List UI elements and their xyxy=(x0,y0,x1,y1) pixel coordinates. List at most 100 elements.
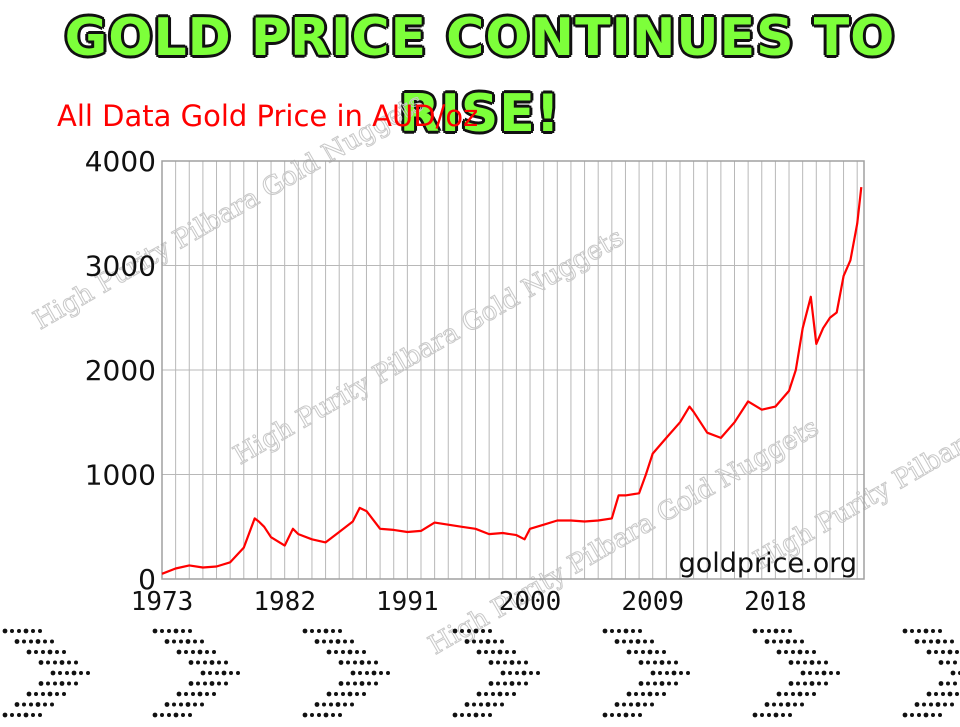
chevron-dot xyxy=(65,671,69,675)
chevron-dot xyxy=(610,629,614,633)
chevron-dot xyxy=(493,702,497,707)
chevron-dot xyxy=(331,713,335,717)
chevron-dot xyxy=(667,681,671,686)
chevron-dot xyxy=(484,650,488,654)
chevron-dot xyxy=(617,713,621,717)
chevron-dot xyxy=(821,670,827,676)
chevron-dot xyxy=(917,713,921,717)
chevron-dot xyxy=(947,649,953,655)
chevron-dot xyxy=(160,629,164,633)
chevron-dot xyxy=(212,650,216,654)
chevron-dot xyxy=(931,629,935,633)
chevron-dot xyxy=(29,702,33,707)
chevron-dot xyxy=(931,713,935,717)
chevron-dot xyxy=(479,639,483,644)
chevron-dot xyxy=(503,681,507,686)
chevron-dot xyxy=(812,692,816,696)
chevron-dot xyxy=(788,660,794,665)
chevron-dot xyxy=(667,660,671,665)
chevron-dot xyxy=(50,702,54,707)
chevron-dot xyxy=(488,713,492,717)
chevron-dot xyxy=(167,629,171,633)
chevron-dot xyxy=(464,702,470,707)
y-tick-label: 2000 xyxy=(85,354,156,387)
chevron-dot xyxy=(185,639,191,644)
chevron-dot xyxy=(655,650,659,654)
chevron-dot xyxy=(452,712,458,718)
chevron-dot xyxy=(371,670,377,676)
chevron-dot xyxy=(634,692,638,696)
chevron-dot xyxy=(23,712,29,718)
chevron-dot xyxy=(191,650,195,654)
chevron-dot xyxy=(173,628,179,634)
chevron-dot xyxy=(10,629,14,633)
chevron-dot xyxy=(793,702,797,707)
chevron-dot xyxy=(184,692,188,696)
chevron-dot xyxy=(35,639,41,644)
chevron-dot xyxy=(338,660,344,665)
chevron-dot xyxy=(938,681,944,686)
chevron-dot xyxy=(367,681,371,686)
chevron-dot xyxy=(752,712,758,718)
chevron-dot xyxy=(634,650,638,654)
chevron-dot xyxy=(53,681,57,686)
chevron-dot xyxy=(323,628,329,634)
chart-title: All Data Gold Price in AUD/oz xyxy=(57,99,478,133)
chevron-dot xyxy=(302,712,308,718)
chevron-dot xyxy=(197,649,203,655)
chevron-dot xyxy=(926,649,932,655)
chevron-dot xyxy=(79,671,83,675)
chevron-dot xyxy=(335,639,341,644)
watermark-text: High Purity Pilbara Gold Nuggets xyxy=(229,223,629,472)
chevron-dot xyxy=(646,681,650,686)
chevron-dot xyxy=(322,639,326,644)
chevron-dot xyxy=(35,702,41,707)
chevron-dot xyxy=(221,670,227,676)
chevron-dot xyxy=(460,629,464,633)
chevron-dot xyxy=(659,681,665,686)
chevron-dot xyxy=(310,629,314,633)
chevron-dot xyxy=(473,628,479,634)
chevron-dot xyxy=(200,639,204,644)
chevron-dot xyxy=(476,649,482,655)
chevron-dot xyxy=(160,713,164,717)
chevron-dot xyxy=(943,639,947,644)
chevron-dot xyxy=(647,691,653,697)
chevron-dot xyxy=(491,650,495,654)
chevron-dot xyxy=(464,639,470,644)
chevron-dot xyxy=(524,660,528,665)
chevron-dot xyxy=(643,639,647,644)
chevron-dot xyxy=(503,660,507,665)
chevron-dot xyxy=(74,660,78,665)
chevron-dot xyxy=(796,681,800,686)
chevron-dot xyxy=(485,702,491,707)
chevron-dot xyxy=(785,702,791,707)
y-tick-label: 1000 xyxy=(85,459,156,492)
chevron-dot xyxy=(776,649,782,655)
chevron-dot xyxy=(488,681,494,686)
chevron-dot xyxy=(764,639,770,644)
chevron-dot xyxy=(836,671,840,675)
y-tick-label: 4000 xyxy=(85,145,156,178)
chevron-dot xyxy=(614,639,620,644)
chevron-dot xyxy=(203,681,207,686)
chevron-dot xyxy=(779,702,783,707)
chevron-dot xyxy=(772,639,776,644)
chevron-dot xyxy=(773,628,779,634)
chevron-dot xyxy=(43,702,47,707)
chevron-dot xyxy=(34,692,38,696)
chevron-dot xyxy=(902,628,908,634)
chevron-dot xyxy=(493,639,497,644)
chevron-dot xyxy=(797,691,803,697)
chevron-dot xyxy=(812,650,816,654)
chevron-dot xyxy=(196,660,200,665)
chevron-dot xyxy=(614,702,620,707)
chevron-dot xyxy=(22,702,26,707)
chevron-pattern xyxy=(2,628,960,718)
chevron-dot xyxy=(509,681,515,686)
chevron-dot xyxy=(496,660,500,665)
chevron-dot xyxy=(67,660,71,665)
chevron-dot xyxy=(55,650,59,654)
chevron-dot xyxy=(343,639,347,644)
chevron-dot xyxy=(488,660,494,665)
